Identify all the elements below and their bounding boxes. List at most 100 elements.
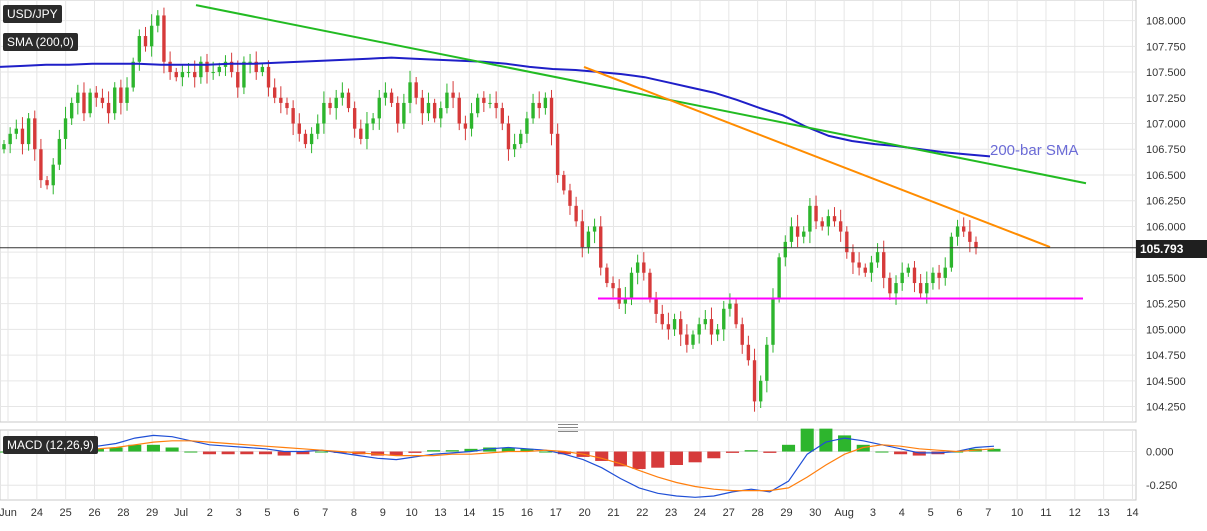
candle-body — [642, 262, 646, 273]
candle-body — [900, 272, 904, 284]
x-tick-label: 13 — [434, 507, 446, 519]
macd-histogram-bar — [445, 450, 459, 452]
candle-body — [2, 144, 6, 150]
candle-body — [162, 15, 166, 62]
candle-body — [236, 72, 240, 88]
macd-histogram-bar — [128, 444, 142, 452]
candle-body — [156, 15, 160, 26]
main-y-tick-label: 105.000 — [1146, 324, 1186, 336]
candle-body — [88, 92, 92, 114]
candle-body — [125, 87, 129, 103]
x-tick-label: 3 — [236, 507, 242, 519]
x-tick-label: 24 — [31, 507, 43, 519]
candle-body — [119, 87, 123, 103]
pane-resize-handle[interactable] — [558, 424, 578, 432]
x-tick-label: 24 — [694, 507, 706, 519]
candle-body — [469, 113, 474, 129]
candle-body — [765, 344, 769, 381]
candle-body — [143, 36, 148, 47]
candle-body — [266, 66, 271, 88]
sma-indicator-label: SMA (200,0) — [3, 33, 78, 51]
candle-body — [14, 128, 18, 134]
candle-body — [506, 123, 511, 150]
candle-body — [174, 72, 178, 78]
x-tick-label: 6 — [293, 507, 299, 519]
candle-body — [180, 72, 185, 78]
candle-body — [482, 97, 486, 103]
macd-histogram-bar — [688, 451, 702, 463]
candle-body — [580, 221, 584, 248]
candle-body — [457, 97, 461, 124]
candle-body — [715, 329, 720, 335]
x-tick-label: 29 — [146, 507, 158, 519]
candle-body — [826, 216, 831, 227]
macd-histogram-bar — [109, 447, 123, 452]
candle-body — [906, 267, 911, 273]
candle-body — [45, 180, 49, 186]
candle-body — [39, 149, 43, 181]
x-tick-label: 7 — [985, 507, 991, 519]
candle-body — [531, 102, 535, 119]
main-y-tick-label: 106.250 — [1146, 196, 1186, 208]
x-tick-label: 6 — [956, 507, 962, 519]
candle-body — [359, 128, 363, 139]
macd-histogram-bar — [483, 447, 497, 452]
candle-body — [242, 61, 246, 88]
macd-histogram-bar — [258, 451, 273, 455]
candle-body — [432, 102, 437, 119]
main-y-tick-label: 106.750 — [1146, 144, 1186, 156]
macd-histogram-bar — [202, 451, 217, 455]
candle-body — [617, 288, 621, 304]
candle-body — [408, 82, 412, 103]
candle-body — [869, 262, 874, 273]
main-y-tick-label: 105.250 — [1146, 299, 1186, 311]
macd-histogram-bar — [856, 444, 870, 452]
macd-histogram-bar — [520, 448, 534, 452]
candle-body — [635, 262, 640, 273]
candle-body — [931, 272, 935, 284]
macd-histogram-bar — [800, 428, 814, 452]
candle-body — [783, 241, 787, 258]
candle-body — [340, 92, 345, 98]
main-y-tick-label: 104.500 — [1146, 376, 1186, 388]
x-tick-label: 7 — [322, 507, 328, 519]
x-tick-label: 12 — [1069, 507, 1081, 519]
candle-body — [666, 324, 671, 330]
candle-body — [937, 272, 941, 278]
candle-body — [549, 97, 554, 134]
x-tick-label: 25 — [60, 507, 72, 519]
x-tick-label: 13 — [1098, 507, 1110, 519]
candle-body — [371, 118, 375, 124]
candle-body — [199, 61, 203, 78]
x-tick-label: Aug — [834, 507, 854, 519]
macd-histogram-bar — [707, 451, 721, 459]
candle-body — [832, 216, 837, 222]
candle-body — [260, 66, 265, 73]
candle-body — [771, 298, 775, 345]
x-tick-label: 10 — [406, 507, 418, 519]
candle-body — [623, 298, 628, 304]
candle-body — [186, 72, 191, 74]
macd-histogram-bar — [557, 451, 571, 455]
candle-body — [611, 283, 615, 289]
candle-body — [555, 133, 560, 175]
candle-body — [346, 92, 351, 109]
main-y-tick-label: 107.000 — [1146, 119, 1186, 131]
candle-body — [33, 118, 37, 150]
candle-body — [420, 97, 425, 114]
candle-body — [82, 92, 86, 114]
macd-histogram-bar — [371, 451, 385, 456]
main-y-tick-label: 107.500 — [1146, 67, 1186, 79]
x-tick-label: 20 — [579, 507, 591, 519]
x-tick-label: 14 — [463, 507, 475, 519]
candle-body — [113, 87, 117, 114]
candle-body — [925, 283, 929, 294]
candle-body — [377, 97, 381, 119]
candle-body — [962, 226, 966, 232]
candle-body — [205, 61, 209, 73]
candle-body — [137, 36, 142, 62]
candle-body — [316, 123, 320, 134]
x-tick-label: 5 — [264, 507, 270, 519]
